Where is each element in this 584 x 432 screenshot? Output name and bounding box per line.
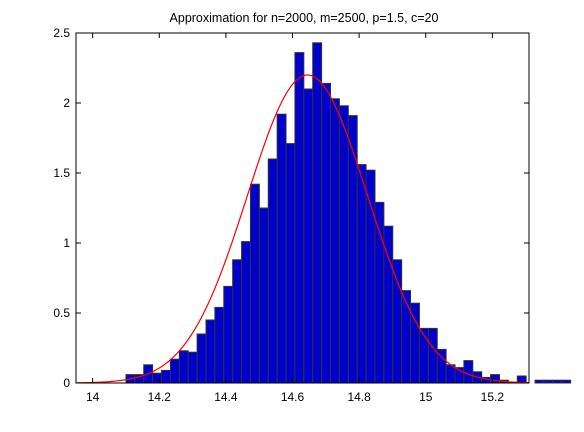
histogram-bar (543, 379, 554, 384)
x-axis-ticks: 14 14.2 14.4 14.6 14.8 15 15.2 (86, 33, 504, 404)
histogram-bar (374, 201, 385, 384)
x-tick-label: 14 (86, 390, 100, 404)
histogram-bar (249, 183, 260, 384)
histogram-bar (294, 52, 305, 384)
y-tick-label: 0.5 (53, 306, 70, 320)
histogram-bar (338, 105, 349, 384)
y-tick-label: 0 (63, 376, 70, 390)
y-axis-ticks: 0 0.5 1 1.5 2 2.5 (53, 26, 529, 390)
histogram-bar (392, 259, 403, 384)
histogram-bar (178, 350, 189, 384)
histogram-bar (552, 379, 563, 384)
histogram-bar (232, 259, 243, 384)
histogram-bar (196, 333, 207, 384)
histogram-bar (169, 358, 180, 384)
histogram-bar (152, 372, 163, 384)
y-tick-label: 2 (63, 96, 70, 110)
histogram-bar (187, 351, 198, 384)
histogram-bar (463, 360, 474, 384)
histogram-bar (205, 319, 216, 384)
x-tick-label: 14.8 (347, 390, 371, 404)
x-tick-label: 15 (419, 390, 433, 404)
histogram-bar (258, 207, 269, 384)
histogram-bar (321, 82, 332, 384)
histogram-bar (561, 379, 572, 384)
y-tick-label: 2.5 (53, 26, 70, 40)
histogram-bar (267, 158, 278, 384)
histogram-bar (356, 164, 367, 384)
histogram-bar (276, 113, 287, 384)
histogram-bar (534, 379, 545, 384)
x-tick-label: 14.2 (148, 390, 172, 404)
x-tick-label: 14.6 (281, 390, 305, 404)
histogram-bar (161, 369, 171, 384)
histogram-bar (303, 88, 314, 384)
histogram-bar (427, 327, 438, 384)
histogram-bar (347, 115, 358, 384)
histogram-bar (445, 364, 456, 384)
histogram-bar (365, 169, 376, 384)
histogram-bar (241, 241, 251, 384)
histogram-bar (285, 143, 296, 384)
histogram-bar (312, 42, 323, 384)
histogram-bar (214, 306, 225, 384)
x-tick-label: 14.4 (214, 390, 238, 404)
histogram-bar (401, 290, 412, 384)
histogram-bar (223, 285, 234, 384)
y-tick-label: 1.5 (53, 166, 70, 180)
y-tick-label: 1 (63, 236, 70, 250)
chart-title: Approximation for n=2000, m=2500, p=1.5,… (170, 11, 439, 25)
x-tick-label: 15.2 (481, 390, 505, 404)
density-curve (75, 74, 530, 384)
axes-frame (75, 32, 530, 384)
histogram-bar (330, 98, 340, 384)
histogram-bar (418, 327, 429, 384)
